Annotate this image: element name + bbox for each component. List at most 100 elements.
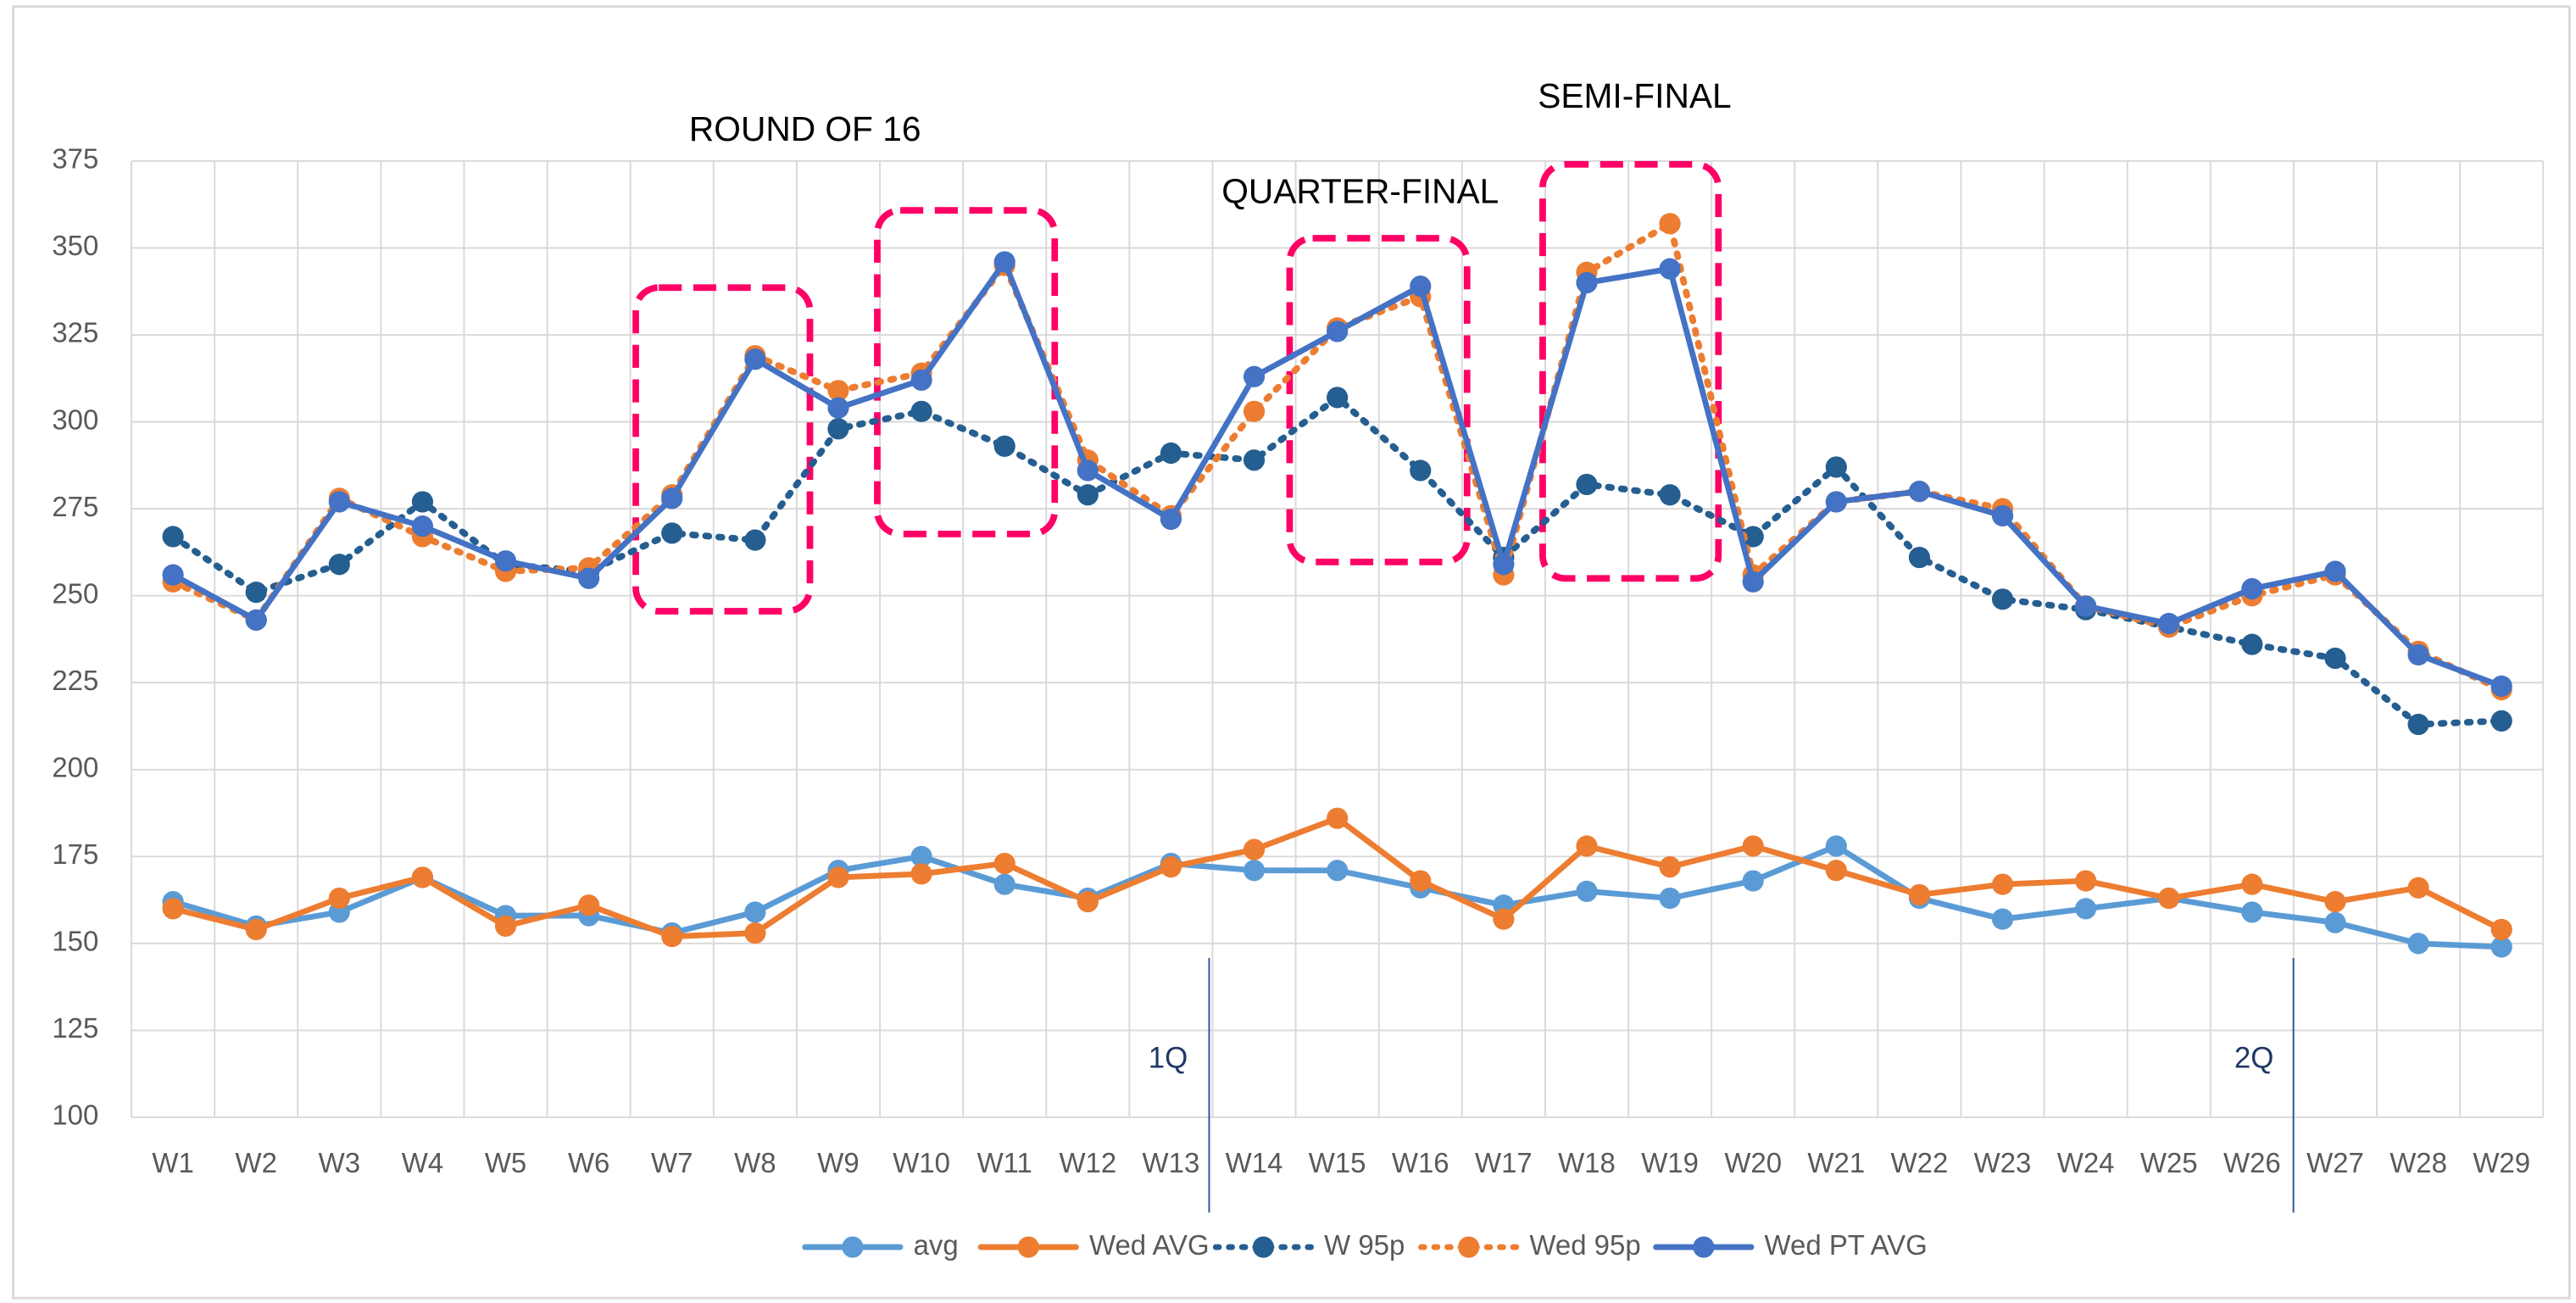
data-point bbox=[2324, 647, 2346, 670]
legend-marker bbox=[1693, 1236, 1715, 1258]
data-point bbox=[1493, 908, 1515, 930]
x-tick-label: W11 bbox=[977, 1147, 1032, 1178]
data-point bbox=[328, 491, 350, 513]
data-point bbox=[993, 873, 1015, 895]
data-point bbox=[1327, 860, 1349, 882]
data-point bbox=[993, 852, 1015, 875]
data-point bbox=[2158, 612, 2180, 635]
data-point bbox=[494, 550, 517, 572]
data-point bbox=[993, 435, 1015, 457]
data-point bbox=[1576, 835, 1598, 857]
data-point bbox=[2490, 675, 2512, 697]
data-point bbox=[1659, 258, 1681, 280]
data-point bbox=[162, 564, 184, 586]
data-point bbox=[2241, 577, 2263, 600]
data-point bbox=[661, 487, 683, 510]
x-tick-label: W25 bbox=[2140, 1147, 2198, 1178]
data-point bbox=[827, 380, 849, 402]
legend-label: Wed 95p bbox=[1529, 1229, 1640, 1261]
highlight-box bbox=[1539, 160, 1722, 582]
data-point bbox=[1742, 571, 1764, 593]
quarter-label: 2Q bbox=[2234, 1041, 2274, 1074]
data-point bbox=[1991, 588, 2014, 610]
data-point bbox=[1077, 459, 1099, 482]
data-point bbox=[910, 369, 932, 391]
data-point bbox=[1243, 449, 1266, 471]
x-tick-label: W24 bbox=[2057, 1147, 2115, 1178]
x-tick-label: W10 bbox=[893, 1147, 950, 1178]
x-tick-label: W19 bbox=[1641, 1147, 1699, 1178]
data-point bbox=[1160, 508, 1182, 531]
data-point bbox=[245, 581, 267, 604]
data-point bbox=[744, 901, 766, 923]
data-point bbox=[910, 845, 932, 867]
data-point bbox=[1991, 873, 2014, 895]
data-point bbox=[494, 915, 517, 937]
highlight-box bbox=[632, 284, 814, 615]
x-tick-label: W28 bbox=[2390, 1147, 2447, 1178]
x-tick-label: W16 bbox=[1392, 1147, 1449, 1178]
data-point bbox=[1659, 484, 1681, 506]
data-point bbox=[1243, 400, 1266, 422]
legend-marker bbox=[842, 1236, 864, 1258]
data-point bbox=[2075, 595, 2097, 617]
data-point bbox=[245, 609, 267, 632]
x-tick-label: W2 bbox=[236, 1147, 277, 1178]
x-tick-label: W1 bbox=[152, 1147, 193, 1178]
data-point bbox=[1908, 481, 1931, 503]
data-point bbox=[2075, 870, 2097, 892]
legend-label: avg bbox=[914, 1229, 959, 1261]
data-point bbox=[1243, 365, 1266, 387]
data-point bbox=[1493, 554, 1515, 576]
data-point bbox=[162, 898, 184, 920]
quarter-label: 1Q bbox=[1149, 1041, 1188, 1074]
data-point bbox=[2241, 873, 2263, 895]
data-point bbox=[245, 918, 267, 941]
data-point bbox=[1410, 870, 1432, 892]
data-point bbox=[744, 922, 766, 944]
data-point bbox=[1077, 484, 1099, 506]
y-tick-label: 250 bbox=[52, 577, 98, 609]
data-point bbox=[827, 866, 849, 888]
data-point bbox=[1908, 546, 1931, 569]
data-point bbox=[1659, 213, 1681, 235]
data-point bbox=[1825, 860, 1847, 882]
x-tick-label: W18 bbox=[1558, 1147, 1616, 1178]
data-point bbox=[993, 251, 1015, 273]
data-point bbox=[1825, 456, 1847, 478]
data-point bbox=[1742, 835, 1764, 857]
data-point bbox=[1576, 473, 1598, 496]
data-point bbox=[661, 522, 683, 544]
y-tick-label: 125 bbox=[52, 1012, 98, 1044]
y-tick-label: 275 bbox=[52, 491, 98, 522]
data-point bbox=[744, 348, 766, 370]
data-point bbox=[1410, 459, 1432, 482]
data-point bbox=[1327, 320, 1349, 342]
x-tick-label: W27 bbox=[2306, 1147, 2364, 1178]
x-tick-label: W12 bbox=[1059, 1147, 1116, 1178]
x-tick-label: W17 bbox=[1475, 1147, 1533, 1178]
data-point bbox=[827, 418, 849, 440]
y-tick-label: 200 bbox=[52, 751, 98, 782]
legend-label: W 95p bbox=[1324, 1229, 1405, 1261]
x-tick-label: W4 bbox=[402, 1147, 443, 1178]
x-tick-label: W9 bbox=[817, 1147, 859, 1178]
data-point bbox=[1659, 856, 1681, 878]
data-point bbox=[1077, 891, 1099, 913]
data-point bbox=[411, 866, 434, 888]
x-tick-label: W13 bbox=[1143, 1147, 1200, 1178]
x-tick-label: W14 bbox=[1226, 1147, 1283, 1178]
data-point bbox=[1576, 271, 1598, 294]
data-point bbox=[910, 400, 932, 422]
data-point bbox=[2241, 901, 2263, 923]
annotation: ROUND OF 16 bbox=[689, 109, 921, 148]
x-tick-label: W23 bbox=[1974, 1147, 2032, 1178]
data-point bbox=[578, 894, 600, 916]
data-point bbox=[1327, 387, 1349, 409]
data-point bbox=[1243, 838, 1266, 860]
data-point bbox=[744, 529, 766, 551]
data-point bbox=[1160, 856, 1182, 878]
y-tick-label: 225 bbox=[52, 665, 98, 696]
data-point bbox=[1410, 276, 1432, 298]
